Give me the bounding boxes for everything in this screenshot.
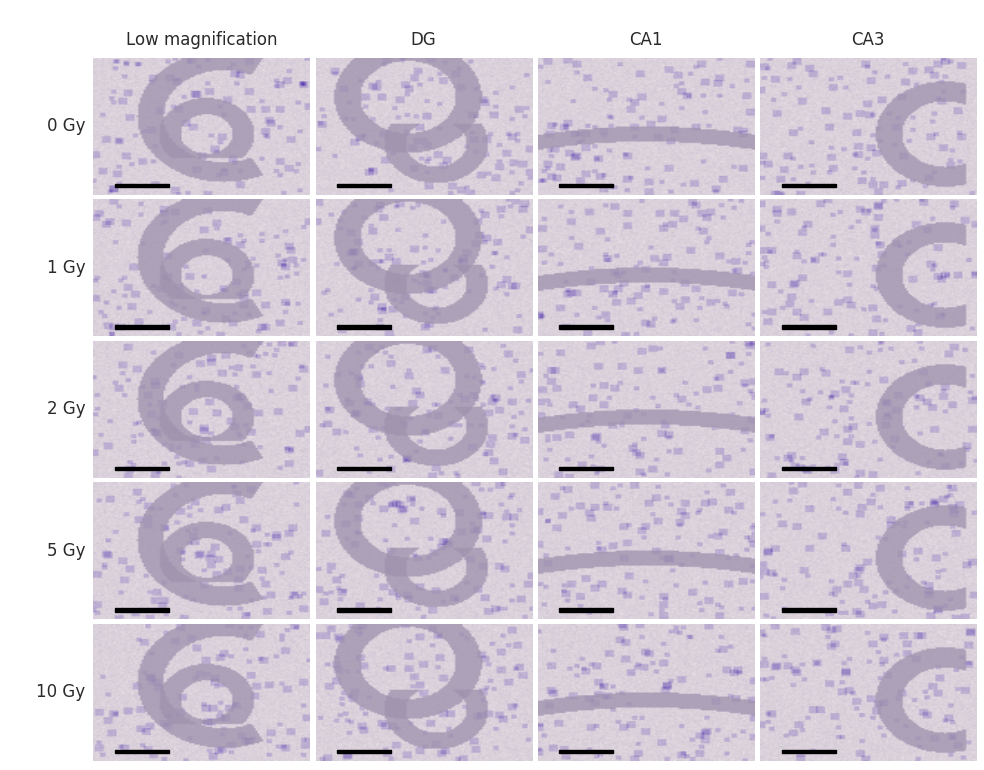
Text: 10 Gy: 10 Gy: [36, 683, 86, 701]
Bar: [781, 608, 835, 611]
Text: 0 Gy: 0 Gy: [47, 117, 86, 136]
Bar: [559, 184, 613, 187]
Bar: [559, 608, 613, 611]
Text: 5 Gy: 5 Gy: [47, 542, 86, 560]
Bar: [559, 750, 613, 753]
Text: DG: DG: [411, 31, 437, 49]
Bar: [781, 750, 835, 753]
Bar: [115, 467, 169, 470]
Bar: [338, 184, 392, 187]
Bar: [338, 608, 392, 611]
Bar: [338, 467, 392, 470]
Text: 1 Gy: 1 Gy: [47, 259, 86, 276]
Text: CA3: CA3: [851, 31, 885, 49]
Bar: [781, 325, 835, 329]
Bar: [559, 467, 613, 470]
Bar: [338, 750, 392, 753]
Bar: [781, 184, 835, 187]
Text: 2 Gy: 2 Gy: [47, 400, 86, 418]
Text: CA1: CA1: [629, 31, 662, 49]
Bar: [338, 325, 392, 329]
Bar: [115, 750, 169, 753]
Bar: [559, 325, 613, 329]
Bar: [115, 184, 169, 187]
Text: Low magnification: Low magnification: [126, 31, 277, 49]
Bar: [115, 608, 169, 611]
Bar: [781, 467, 835, 470]
Bar: [115, 325, 169, 329]
